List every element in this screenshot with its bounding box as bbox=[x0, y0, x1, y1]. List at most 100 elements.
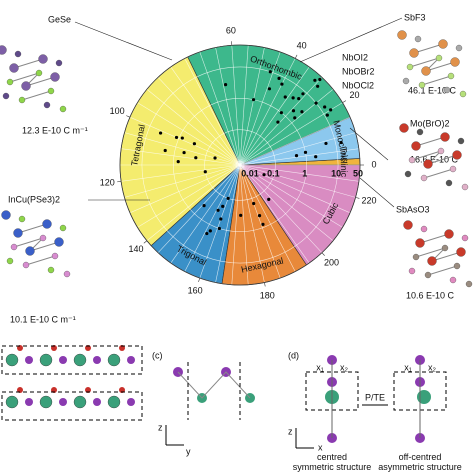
atom bbox=[14, 50, 22, 58]
data-point bbox=[219, 217, 223, 221]
grid-spoke bbox=[239, 102, 343, 166]
grid-spoke bbox=[239, 164, 249, 285]
atom bbox=[456, 247, 466, 257]
data-point bbox=[208, 229, 212, 233]
data-point bbox=[300, 110, 304, 114]
atom bbox=[1, 210, 11, 220]
axis-label: y bbox=[186, 446, 191, 456]
atom bbox=[437, 147, 445, 155]
grid-spoke bbox=[124, 164, 241, 198]
atom bbox=[6, 257, 14, 265]
grid-spoke bbox=[137, 102, 241, 166]
theta-tick-label: 120 bbox=[100, 178, 115, 188]
leader-line bbox=[299, 17, 403, 63]
data-point bbox=[202, 204, 206, 208]
grid-spoke bbox=[157, 77, 241, 166]
grid-spoke bbox=[231, 45, 241, 166]
atom bbox=[73, 353, 87, 367]
grid-spoke bbox=[199, 164, 241, 279]
data-point bbox=[283, 95, 287, 99]
atom bbox=[18, 215, 26, 223]
bond bbox=[409, 57, 440, 68]
atom bbox=[93, 398, 101, 406]
atom bbox=[418, 81, 426, 89]
atom bbox=[59, 398, 67, 406]
arrow-label: P/TE bbox=[365, 392, 385, 402]
annotation: 12.3 E-10 C m⁻¹ bbox=[22, 125, 88, 135]
atom bbox=[444, 229, 454, 239]
grid-spoke bbox=[199, 51, 241, 166]
r-tick-label: 0.1 bbox=[267, 168, 280, 178]
data-point bbox=[294, 154, 299, 158]
atom bbox=[449, 276, 457, 284]
data-point bbox=[223, 83, 228, 87]
x-label: x₁ bbox=[404, 362, 412, 372]
x-label: x₁ bbox=[316, 362, 324, 372]
grid-spoke bbox=[239, 164, 334, 241]
atom bbox=[421, 66, 431, 76]
grid-spoke bbox=[239, 164, 281, 279]
data-point bbox=[276, 120, 280, 124]
data-point bbox=[324, 141, 328, 146]
data-point bbox=[252, 201, 256, 206]
grid-spoke bbox=[239, 164, 359, 182]
atom bbox=[47, 87, 55, 95]
data-point bbox=[329, 108, 333, 112]
bond bbox=[21, 90, 52, 101]
atom bbox=[447, 72, 455, 80]
theta-tick-label: 0 bbox=[371, 159, 376, 169]
data-point bbox=[268, 70, 272, 74]
data-point bbox=[221, 204, 225, 208]
data-point bbox=[291, 109, 296, 113]
bond bbox=[25, 255, 56, 266]
grid-spoke bbox=[184, 58, 241, 166]
atom bbox=[455, 44, 463, 52]
grid-spoke bbox=[239, 164, 323, 253]
grid-spoke bbox=[239, 164, 310, 264]
atom bbox=[50, 72, 60, 82]
theta-tick-label: 140 bbox=[129, 244, 144, 254]
atom bbox=[417, 390, 431, 404]
data-point bbox=[301, 92, 305, 96]
box bbox=[1, 345, 143, 375]
bond bbox=[411, 150, 442, 161]
theta-tick bbox=[342, 100, 347, 103]
axis-label: z bbox=[158, 422, 163, 432]
data-point bbox=[217, 226, 221, 231]
data-point bbox=[262, 173, 266, 177]
atom bbox=[441, 244, 449, 252]
atom bbox=[412, 253, 420, 261]
atom bbox=[47, 266, 55, 274]
bond bbox=[17, 223, 48, 234]
atom bbox=[6, 78, 14, 86]
annotation: 10.6 E-10 C bbox=[406, 290, 455, 300]
theta-tick bbox=[355, 197, 360, 199]
data-point bbox=[303, 150, 308, 154]
annotation: SbAsO3 bbox=[396, 204, 430, 214]
data-point bbox=[314, 101, 318, 105]
data-point bbox=[318, 77, 322, 82]
data-point bbox=[194, 156, 198, 160]
atom bbox=[25, 356, 33, 364]
grid-spoke bbox=[215, 164, 241, 283]
bond bbox=[415, 136, 446, 147]
sector-label: Triclinic bbox=[338, 147, 349, 178]
data-point bbox=[226, 196, 230, 200]
atom bbox=[465, 280, 473, 288]
crystal-structure bbox=[1, 210, 71, 278]
grid-spoke bbox=[239, 58, 296, 166]
r-tick-label: 0.01 bbox=[241, 168, 259, 178]
x-label: x₂ bbox=[428, 362, 437, 372]
atom bbox=[25, 246, 35, 256]
atom bbox=[435, 54, 443, 62]
atom bbox=[415, 238, 425, 248]
atom bbox=[423, 159, 433, 169]
grid-spoke bbox=[239, 77, 323, 166]
leader-line bbox=[359, 177, 395, 208]
bond bbox=[413, 43, 444, 54]
theta-tick-label: 220 bbox=[362, 196, 377, 206]
atom bbox=[5, 353, 19, 367]
r-tick-label: 50 bbox=[353, 168, 363, 178]
bond bbox=[13, 237, 44, 248]
atom bbox=[404, 170, 412, 178]
